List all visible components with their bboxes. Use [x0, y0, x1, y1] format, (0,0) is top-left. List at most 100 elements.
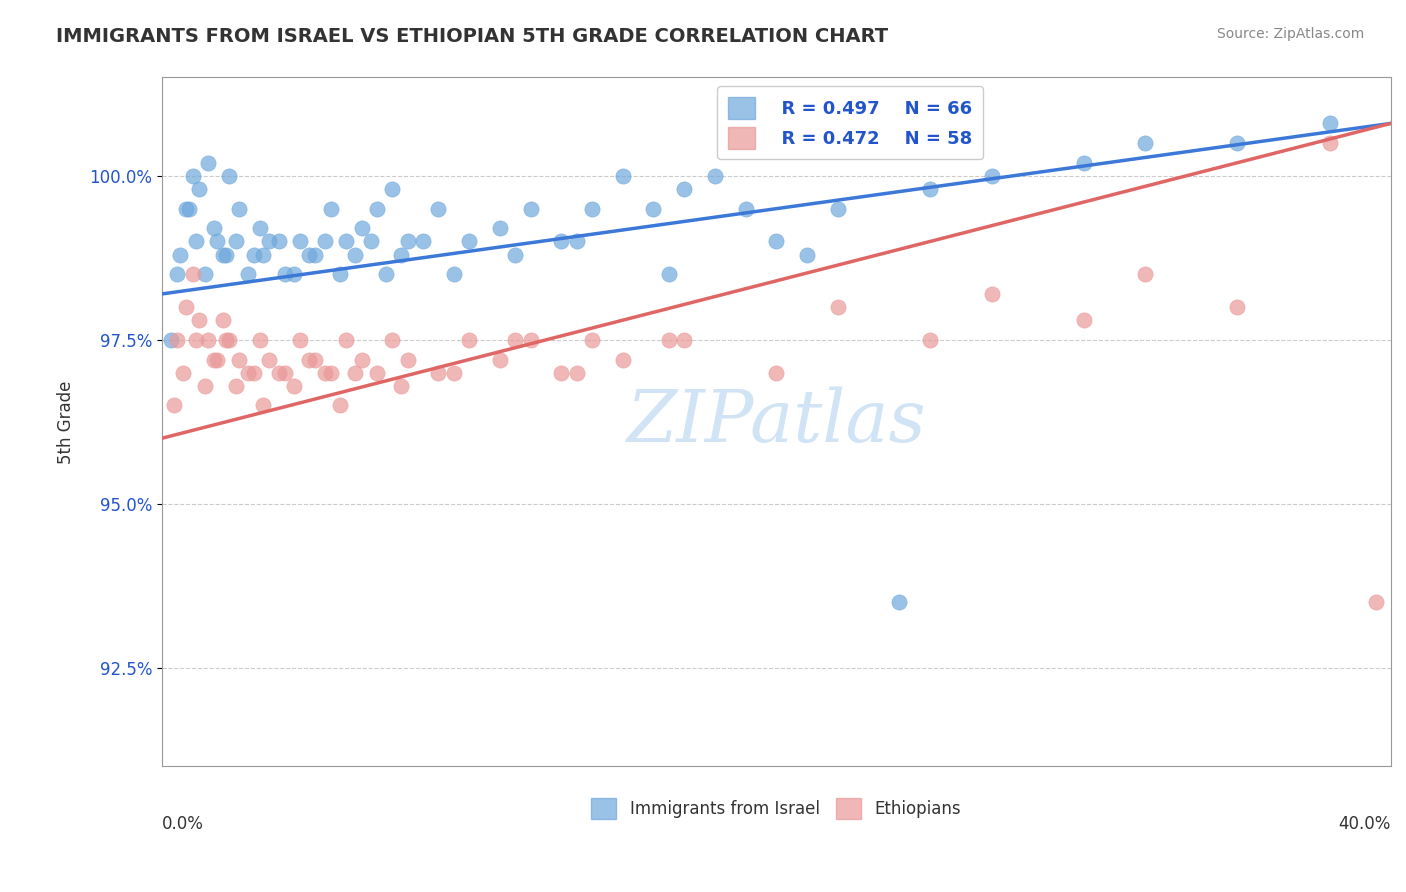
Immigrants from Israel [335, 235, 357, 249]
Ethiopians [197, 333, 219, 347]
Immigrants from Israel [181, 169, 204, 183]
Immigrants from Israel [565, 235, 588, 249]
Immigrants from Israel [375, 267, 398, 281]
Ethiopians [267, 366, 290, 380]
Immigrants from Israel [1226, 136, 1249, 150]
Ethiopians [298, 352, 321, 367]
Legend: Immigrants from Israel, Ethiopians: Immigrants from Israel, Ethiopians [583, 790, 970, 827]
Ethiopians [172, 366, 194, 380]
Immigrants from Israel [194, 267, 217, 281]
Ethiopians [236, 366, 259, 380]
Ethiopians [658, 333, 681, 347]
Immigrants from Israel [519, 202, 541, 216]
Immigrants from Israel [205, 235, 228, 249]
Immigrants from Israel [218, 169, 240, 183]
Immigrants from Israel [259, 235, 281, 249]
Immigrants from Israel [673, 182, 696, 196]
Ethiopians [980, 287, 1002, 301]
Immigrants from Israel [443, 267, 465, 281]
Ethiopians [288, 333, 311, 347]
Ethiopians [550, 366, 572, 380]
Immigrants from Israel [658, 267, 681, 281]
Ethiopians [187, 313, 209, 327]
Immigrants from Israel [550, 235, 572, 249]
Y-axis label: 5th Grade: 5th Grade [58, 380, 75, 464]
Immigrants from Israel [765, 235, 787, 249]
Immigrants from Israel [360, 235, 382, 249]
Ethiopians [319, 366, 342, 380]
Immigrants from Israel [166, 267, 188, 281]
Ethiopians [396, 352, 419, 367]
Ethiopians [565, 366, 588, 380]
Immigrants from Israel [918, 182, 941, 196]
Immigrants from Israel [179, 202, 201, 216]
Immigrants from Israel [298, 247, 321, 261]
Immigrants from Israel [249, 221, 271, 235]
Immigrants from Israel [288, 235, 311, 249]
Ethiopians [252, 399, 274, 413]
Immigrants from Israel [391, 247, 413, 261]
Immigrants from Israel [381, 182, 404, 196]
Immigrants from Israel [267, 235, 290, 249]
Ethiopians [314, 366, 336, 380]
Ethiopians [918, 333, 941, 347]
Immigrants from Israel [304, 247, 326, 261]
Ethiopians [194, 379, 217, 393]
Ethiopians [765, 366, 787, 380]
Immigrants from Israel [176, 202, 198, 216]
Immigrants from Israel [734, 202, 756, 216]
Ethiopians [181, 267, 204, 281]
Ethiopians [329, 399, 352, 413]
Text: IMMIGRANTS FROM ISRAEL VS ETHIOPIAN 5TH GRADE CORRELATION CHART: IMMIGRANTS FROM ISRAEL VS ETHIOPIAN 5TH … [56, 27, 889, 45]
Ethiopians [344, 366, 367, 380]
Text: 40.0%: 40.0% [1339, 814, 1391, 832]
Ethiopians [176, 300, 198, 314]
Immigrants from Israel [344, 247, 367, 261]
Text: 0.0%: 0.0% [162, 814, 204, 832]
Immigrants from Israel [197, 155, 219, 169]
Ethiopians [581, 333, 603, 347]
Immigrants from Israel [427, 202, 450, 216]
Immigrants from Israel [160, 333, 183, 347]
Immigrants from Israel [228, 202, 250, 216]
Immigrants from Israel [1319, 116, 1341, 130]
Ethiopians [249, 333, 271, 347]
Ethiopians [225, 379, 247, 393]
Ethiopians [243, 366, 266, 380]
Immigrants from Israel [215, 247, 238, 261]
Ethiopians [1073, 313, 1095, 327]
Immigrants from Israel [412, 235, 434, 249]
Ethiopians [503, 333, 526, 347]
Ethiopians [1364, 595, 1386, 609]
Immigrants from Israel [796, 247, 818, 261]
Ethiopians [163, 399, 186, 413]
Ethiopians [350, 352, 373, 367]
Ethiopians [519, 333, 541, 347]
Immigrants from Israel [243, 247, 266, 261]
Immigrants from Israel [225, 235, 247, 249]
Ethiopians [427, 366, 450, 380]
Immigrants from Israel [643, 202, 665, 216]
Immigrants from Israel [366, 202, 388, 216]
Ethiopians [391, 379, 413, 393]
Ethiopians [381, 333, 404, 347]
Ethiopians [488, 352, 510, 367]
Immigrants from Israel [1073, 155, 1095, 169]
Immigrants from Israel [581, 202, 603, 216]
Immigrants from Israel [350, 221, 373, 235]
Immigrants from Israel [458, 235, 481, 249]
Immigrants from Israel [314, 235, 336, 249]
Immigrants from Israel [187, 182, 209, 196]
Ethiopians [443, 366, 465, 380]
Ethiopians [215, 333, 238, 347]
Ethiopians [212, 313, 235, 327]
Ethiopians [1226, 300, 1249, 314]
Immigrants from Israel [283, 267, 305, 281]
Ethiopians [184, 333, 207, 347]
Immigrants from Israel [202, 221, 225, 235]
Immigrants from Israel [273, 267, 295, 281]
Ethiopians [228, 352, 250, 367]
Immigrants from Israel [236, 267, 259, 281]
Immigrants from Israel [329, 267, 352, 281]
Text: ZIPatlas: ZIPatlas [627, 386, 927, 457]
